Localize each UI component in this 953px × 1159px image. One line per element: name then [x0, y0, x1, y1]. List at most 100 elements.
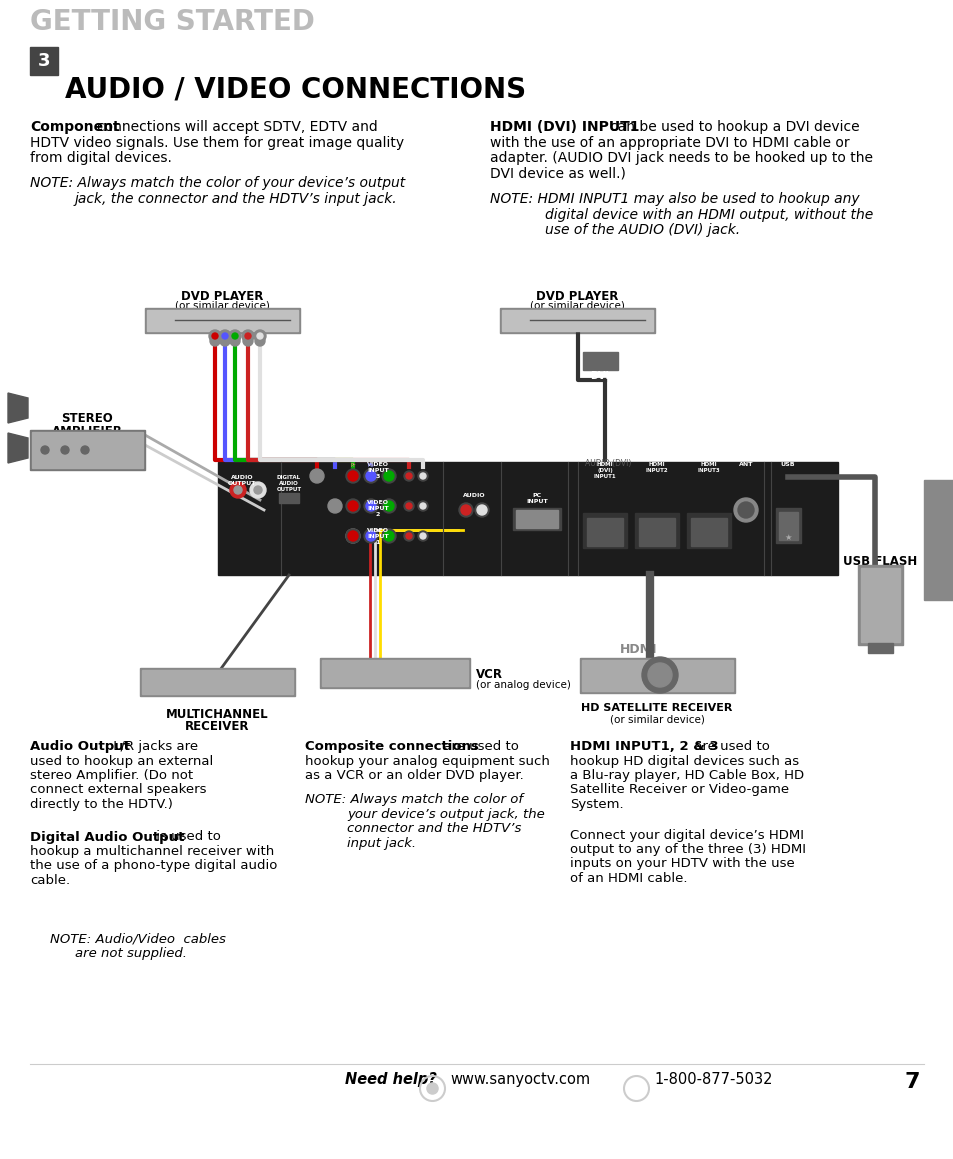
Circle shape	[641, 657, 678, 693]
Circle shape	[233, 486, 242, 494]
Circle shape	[346, 469, 359, 483]
Bar	[30, 48, 58, 75]
Bar	[501, 309, 652, 331]
Text: adapter. (AUDIO DVI jack needs to be hooked up to the: adapter. (AUDIO DVI jack needs to be hoo…	[490, 151, 872, 165]
Text: as a VCR or an older DVD player.: as a VCR or an older DVD player.	[305, 770, 523, 782]
Circle shape	[348, 471, 357, 481]
Text: directly to the HDTV.): directly to the HDTV.)	[30, 799, 172, 811]
Bar	[635, 513, 679, 548]
Text: VCR: VCR	[476, 668, 502, 681]
Text: HDMI
INPUT3: HDMI INPUT3	[697, 462, 720, 473]
Bar	[923, 480, 953, 600]
Circle shape	[419, 473, 426, 479]
Circle shape	[346, 500, 359, 513]
Circle shape	[738, 502, 753, 518]
Circle shape	[81, 446, 89, 454]
Text: DVD PLAYER: DVD PLAYER	[536, 290, 618, 302]
Bar	[30, 430, 145, 471]
Bar	[586, 518, 622, 546]
Circle shape	[419, 503, 426, 509]
Bar	[775, 508, 801, 544]
Text: hookup a multichannel receiver with: hookup a multichannel receiver with	[30, 845, 274, 858]
Text: Satellite Receiver or Video-game: Satellite Receiver or Video-game	[569, 783, 788, 796]
Circle shape	[230, 336, 240, 347]
Circle shape	[364, 529, 377, 544]
Circle shape	[254, 336, 265, 347]
Text: with the use of an appropriate DVI to HDMI cable or: with the use of an appropriate DVI to HD…	[490, 136, 849, 150]
Text: jack, the connector and the HDTV’s input jack.: jack, the connector and the HDTV’s input…	[75, 192, 397, 206]
Text: USB: USB	[780, 462, 795, 467]
Circle shape	[210, 336, 220, 347]
Circle shape	[366, 471, 375, 481]
Text: Need help?: Need help?	[345, 1072, 436, 1087]
Circle shape	[61, 446, 69, 454]
Text: Digital Audio Output: Digital Audio Output	[30, 831, 184, 844]
Circle shape	[384, 471, 394, 481]
Text: connector and the HDTV’s: connector and the HDTV’s	[347, 823, 521, 836]
Circle shape	[328, 500, 341, 513]
Circle shape	[403, 471, 414, 481]
Bar	[582, 352, 618, 370]
Text: VIDEO
INPUT
3: VIDEO INPUT 3	[367, 462, 389, 479]
Circle shape	[348, 531, 357, 541]
Text: AUDIO / VIDEO CONNECTIONS: AUDIO / VIDEO CONNECTIONS	[65, 75, 525, 103]
Circle shape	[242, 330, 253, 342]
Text: VIDEO
INPUT
2: VIDEO INPUT 2	[367, 500, 389, 517]
Text: NOTE: Audio/Video  cables: NOTE: Audio/Video cables	[50, 933, 226, 946]
Text: HDMI
(DVI)
INPUT1: HDMI (DVI) INPUT1	[593, 462, 616, 479]
Text: inputs on your HDTV with the use: inputs on your HDTV with the use	[569, 858, 794, 870]
Text: are used to: are used to	[438, 739, 518, 753]
Circle shape	[41, 446, 49, 454]
Circle shape	[406, 473, 412, 479]
Circle shape	[417, 531, 428, 541]
Text: DVI: DVI	[590, 371, 609, 381]
Text: HDMI INPUT1, 2 & 3: HDMI INPUT1, 2 & 3	[569, 739, 718, 753]
Text: a Blu-ray player, HD Cable Box, HD: a Blu-ray player, HD Cable Box, HD	[569, 770, 803, 782]
Circle shape	[417, 471, 428, 481]
Text: hookup HD digital devices such as: hookup HD digital devices such as	[569, 755, 799, 767]
Text: hookup your analog equipment such: hookup your analog equipment such	[305, 755, 549, 767]
Bar	[639, 518, 675, 546]
Text: (or similar device): (or similar device)	[609, 715, 703, 726]
Circle shape	[310, 469, 324, 483]
Text: HDMI: HDMI	[619, 643, 657, 656]
Bar	[867, 643, 892, 653]
Circle shape	[245, 333, 251, 338]
Text: 1-800-877-5032: 1-800-877-5032	[654, 1072, 772, 1087]
Bar	[779, 512, 797, 540]
Text: RECEIVER: RECEIVER	[185, 720, 249, 732]
Circle shape	[406, 503, 412, 509]
Text: NOTE: Always match the color of your device’s output: NOTE: Always match the color of your dev…	[30, 176, 405, 190]
Bar	[145, 308, 299, 333]
Text: PC
INPUT: PC INPUT	[526, 493, 547, 504]
Circle shape	[458, 503, 473, 517]
Text: connections will accept SDTV, EDTV and: connections will accept SDTV, EDTV and	[97, 121, 377, 134]
Text: www.sanyoctv.com: www.sanyoctv.com	[450, 1072, 590, 1087]
Text: HDMI (DVI) INPUT1: HDMI (DVI) INPUT1	[490, 121, 639, 134]
Text: stereo Amplifier. (Do not: stereo Amplifier. (Do not	[30, 770, 193, 782]
Text: GETTING STARTED: GETTING STARTED	[30, 8, 314, 36]
Circle shape	[460, 505, 471, 515]
Text: (or similar device): (or similar device)	[174, 301, 269, 311]
Bar	[579, 658, 734, 693]
Text: DVI device as well.): DVI device as well.)	[490, 167, 625, 181]
Text: STEREO: STEREO	[61, 411, 112, 425]
Text: are not supplied.: are not supplied.	[75, 948, 187, 961]
Circle shape	[406, 533, 412, 539]
Circle shape	[647, 663, 671, 687]
Bar	[142, 670, 293, 694]
Bar	[319, 658, 470, 688]
Bar	[516, 510, 558, 529]
Bar	[690, 518, 726, 546]
Bar	[857, 564, 902, 646]
Text: can be used to hookup a DVI device: can be used to hookup a DVI device	[609, 121, 859, 134]
Text: DVD PLAYER: DVD PLAYER	[181, 290, 263, 302]
Bar	[32, 432, 143, 468]
Text: are used to: are used to	[689, 739, 769, 753]
Text: output to any of the three (3) HDMI: output to any of the three (3) HDMI	[569, 843, 805, 857]
Circle shape	[348, 501, 357, 511]
Text: HD SATELLITE RECEIVER: HD SATELLITE RECEIVER	[580, 704, 732, 713]
Bar	[582, 513, 626, 548]
Circle shape	[419, 533, 426, 539]
Circle shape	[253, 486, 262, 494]
